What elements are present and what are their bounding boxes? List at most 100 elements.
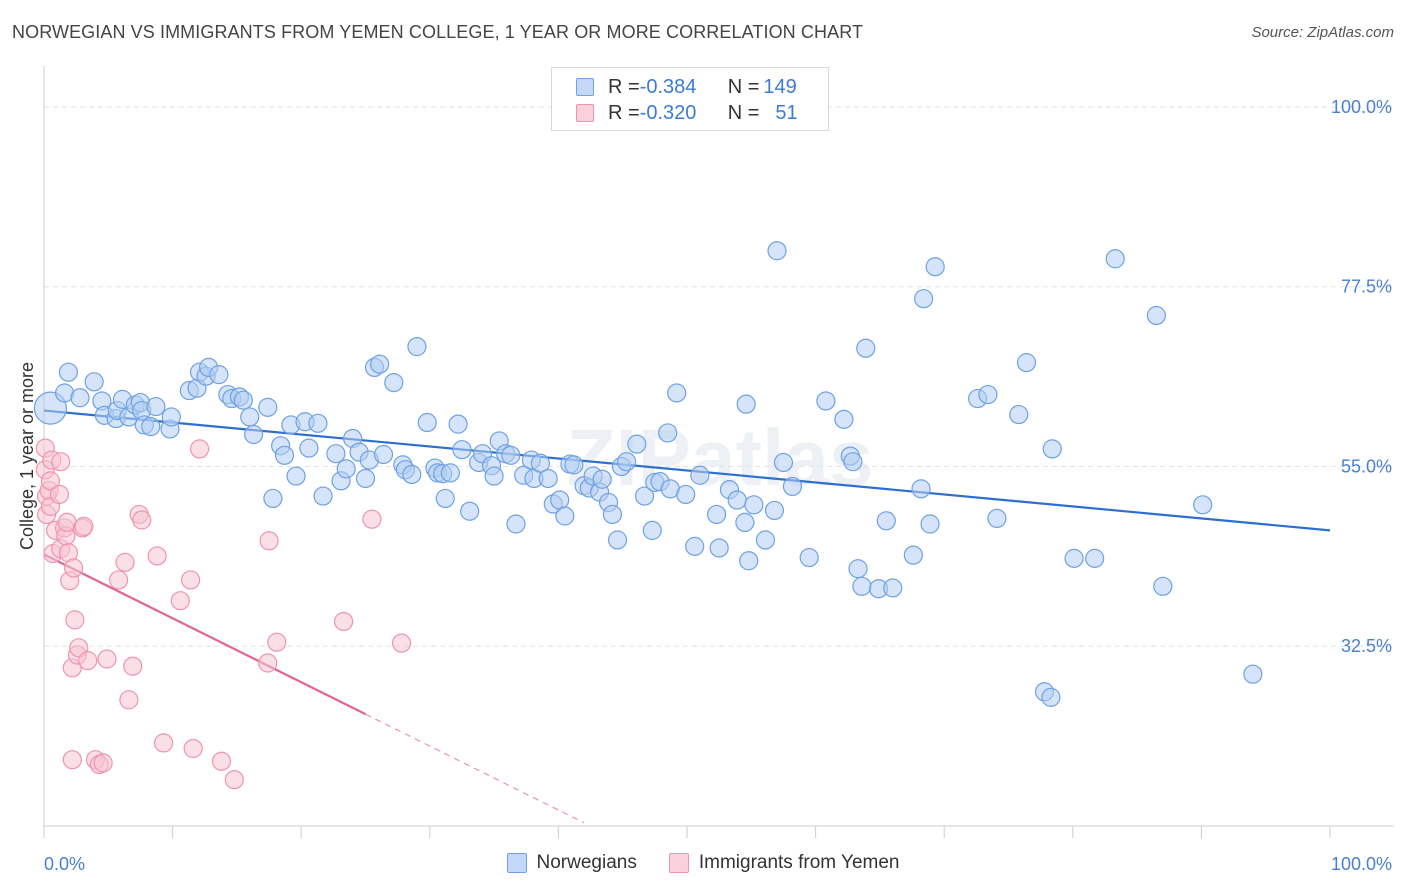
data-point	[550, 490, 570, 510]
data-point	[709, 538, 729, 558]
data-point	[1243, 664, 1263, 684]
data-point	[362, 509, 382, 529]
data-point	[706, 504, 727, 525]
source-label: Source: ZipAtlas.com	[1251, 24, 1394, 41]
data-point	[40, 471, 61, 491]
data-point	[676, 484, 696, 505]
data-point	[435, 488, 455, 509]
series-yemen	[35, 438, 412, 790]
data-point	[834, 409, 854, 429]
data-point	[848, 559, 868, 579]
data-point	[767, 241, 787, 261]
data-point	[334, 611, 354, 632]
data-point	[1016, 353, 1037, 373]
data-point	[925, 257, 945, 277]
data-point	[843, 452, 863, 472]
legend-item-yemen: Immigrants from Yemen	[668, 852, 900, 874]
data-point	[70, 388, 90, 408]
data-point	[132, 510, 152, 530]
legend-label-yemen: Immigrants from Yemen	[698, 852, 900, 873]
data-point	[258, 653, 278, 673]
legend-n-value: 51	[775, 101, 798, 124]
legend-item-norwegians: Norwegians	[506, 852, 637, 874]
legend-r-label: R =	[608, 75, 640, 98]
data-point	[123, 656, 143, 676]
data-point	[876, 511, 896, 531]
data-point	[153, 733, 174, 753]
data-point	[452, 440, 472, 460]
data-point	[564, 455, 584, 475]
x-tick-label: 0.0%	[44, 854, 85, 874]
data-point	[555, 506, 575, 526]
data-point	[259, 531, 279, 551]
data-point	[258, 397, 278, 417]
data-point	[147, 546, 167, 566]
data-point	[1105, 249, 1125, 269]
data-point	[755, 530, 776, 550]
legend-row-norwegians: R = -0.384 N = 149	[576, 74, 797, 100]
data-point	[141, 416, 161, 437]
data-point	[592, 469, 612, 489]
data-point	[263, 488, 283, 509]
data-point	[370, 354, 390, 374]
data-point	[658, 423, 678, 443]
data-point	[244, 424, 264, 445]
data-point	[987, 508, 1007, 529]
data-point	[735, 512, 755, 533]
data-point	[391, 633, 412, 653]
data-point	[108, 570, 129, 590]
data-point	[384, 372, 404, 393]
data-point	[78, 651, 98, 671]
data-point	[286, 466, 306, 486]
trend-line-yemen	[43, 553, 366, 716]
data-point	[616, 452, 637, 472]
data-point	[1064, 548, 1084, 568]
data-point	[911, 479, 931, 499]
data-point	[460, 501, 480, 521]
data-point	[440, 463, 460, 483]
y-tick-labels: 100.0% 77.5% 55.0% 32.5%	[1331, 97, 1392, 656]
data-point	[308, 413, 328, 433]
data-point	[607, 530, 628, 550]
data-point	[233, 390, 253, 410]
y-tick-label: 77.5%	[1341, 277, 1392, 297]
legend-n-label: N =	[727, 75, 760, 98]
legend-swatch-norwegians	[506, 853, 527, 873]
data-point	[856, 338, 876, 358]
data-point	[63, 558, 84, 578]
data-point	[1041, 687, 1061, 707]
data-point	[627, 434, 647, 454]
data-point	[326, 444, 346, 464]
data-point	[209, 365, 229, 385]
data-point	[313, 486, 333, 506]
data-point	[852, 576, 872, 596]
data-point	[93, 753, 113, 773]
data-point	[183, 738, 203, 759]
data-point	[51, 452, 71, 472]
y-tick-label: 100.0%	[1331, 97, 1392, 117]
data-point	[448, 414, 468, 434]
legend-n-value: 149	[763, 75, 797, 98]
legend-row-yemen: R = -0.320 N = 51	[576, 100, 798, 126]
data-point	[74, 516, 94, 536]
data-point	[690, 465, 710, 485]
data-point	[62, 750, 82, 770]
data-point	[903, 545, 923, 565]
data-point	[65, 610, 85, 630]
data-point	[373, 444, 394, 465]
data-point	[642, 520, 662, 540]
data-point	[744, 495, 764, 515]
data-point	[530, 453, 550, 473]
data-point	[190, 439, 210, 459]
trend-extension-yemen	[365, 713, 585, 824]
data-points	[33, 241, 1263, 790]
data-point	[1042, 439, 1062, 459]
chart-title: NORWEGIAN VS IMMIGRANTS FROM YEMEN COLLE…	[12, 22, 864, 42]
data-point	[739, 551, 759, 571]
data-point	[484, 466, 504, 486]
grid-lines	[44, 106, 1394, 647]
y-axis-label: College, 1 year or more	[17, 362, 37, 550]
y-tick-label: 32.5%	[1341, 636, 1392, 656]
data-point	[211, 751, 232, 771]
